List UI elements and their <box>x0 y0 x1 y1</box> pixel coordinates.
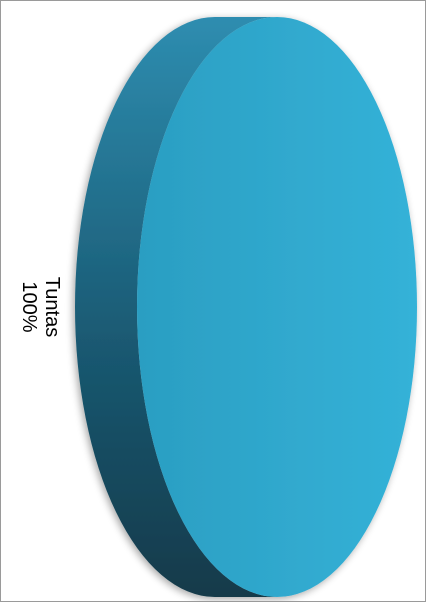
pie-slice-tuntas <box>137 17 417 597</box>
data-label-percent: 100% <box>18 281 40 332</box>
pie-slice-side-tuntas <box>75 17 277 597</box>
data-label: Tuntas100% <box>18 277 63 337</box>
data-label-category: Tuntas <box>41 277 63 337</box>
